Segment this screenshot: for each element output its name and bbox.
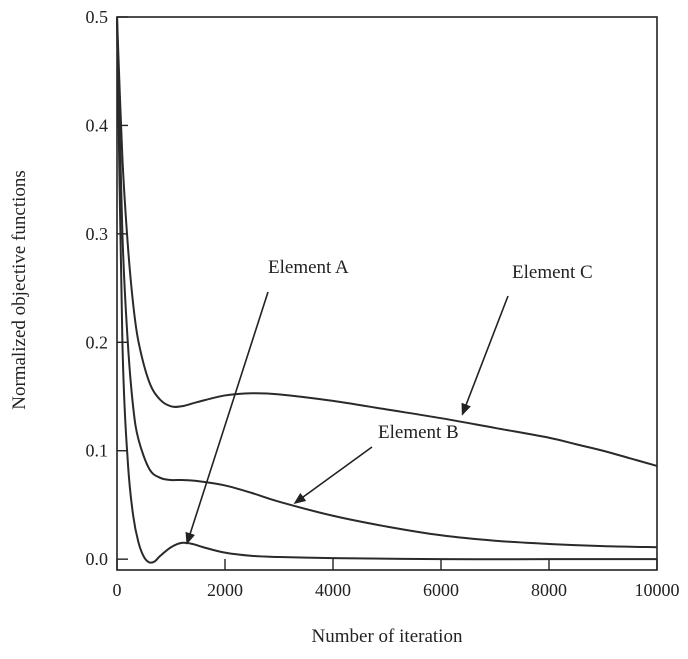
series-line-element-c [116, 16, 658, 467]
y-tick-label: 0.5 [86, 7, 109, 27]
x-tick-label: 10000 [635, 580, 680, 600]
series-line-element-b [116, 16, 658, 549]
y-tick-label: 0.2 [86, 332, 109, 352]
x-tick-label: 6000 [423, 580, 459, 600]
plot-frame [116, 16, 658, 571]
x-tick-label: 4000 [315, 580, 351, 600]
series-layer [116, 16, 658, 564]
annotation-label-element-b: Element B [378, 422, 459, 443]
annotation-arrow-element-c [461, 295, 509, 416]
annotation-arrow-element-b [293, 446, 373, 504]
y-tick-label: 0.3 [86, 224, 109, 244]
x-tick-label: 2000 [207, 580, 243, 600]
x-tick-label: 8000 [531, 580, 567, 600]
y-tick-label: 0.0 [86, 549, 109, 569]
annotation-arrow-element-a [185, 291, 269, 545]
axis-ticks: 0 2000 4000 6000 8000 10000 0.0 0.1 0.2 0.3 0.4 0.5 [86, 7, 680, 600]
x-tick-label: 0 [113, 580, 122, 600]
x-axis-title: Number of iteration [312, 626, 463, 647]
y-tick-label: 0.4 [86, 115, 109, 135]
annotation-layer: Element A Element B Element C [185, 257, 593, 545]
y-axis-title: Normalized objective functions [9, 170, 30, 410]
y-tick-label: 0.1 [86, 441, 109, 461]
annotation-label-element-c: Element C [512, 262, 593, 283]
series-line-element-a [116, 16, 657, 564]
annotation-label-element-a: Element A [268, 257, 349, 278]
